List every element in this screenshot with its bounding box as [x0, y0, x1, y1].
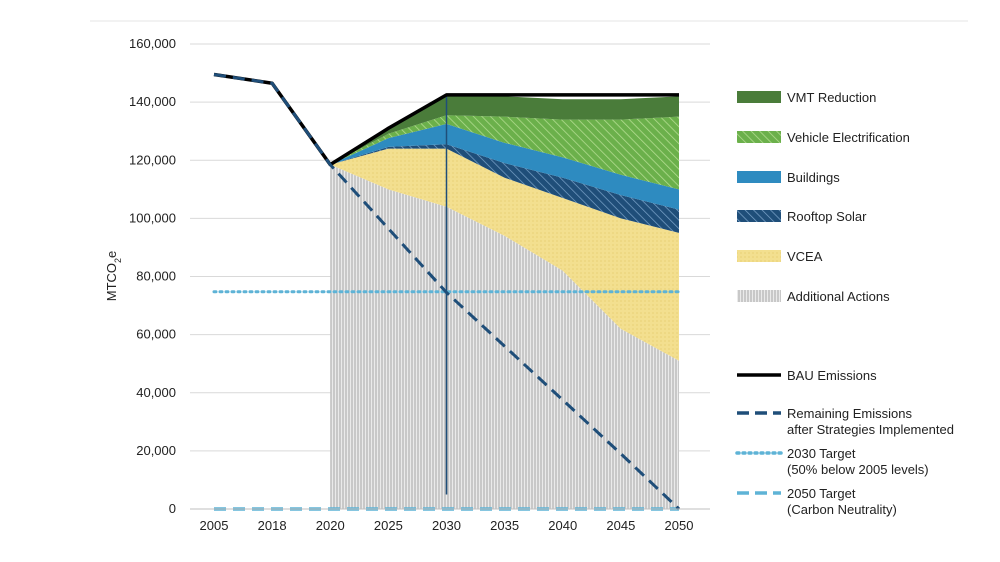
x-tick-label: 2035 — [490, 518, 519, 533]
legend-swatch-vcea — [737, 250, 781, 262]
legend-label-buildings: Buildings — [787, 170, 840, 185]
legend-label-bau-emissions: BAU Emissions — [787, 368, 877, 383]
stacked-areas — [330, 94, 679, 509]
legend-swatch-vehicle-electrification — [737, 131, 781, 143]
legend-label-vehicle-electrification: Vehicle Electrification — [787, 130, 910, 145]
legend-label-additional-actions: Additional Actions — [787, 289, 890, 304]
axes: 0 20,000 40,000 60,000 80,000 100,000 120,000 1… — [129, 36, 710, 533]
y-tick-label: 100,000 — [129, 210, 176, 225]
area-vcea — [330, 148, 679, 361]
line-remaining-emissions-after-strategies-implemented — [213, 73, 681, 511]
line-bau-emissions — [213, 72, 679, 167]
x-tick-label: 2050 — [665, 518, 694, 533]
y-tick-label: 160,000 — [129, 36, 176, 51]
y-tick-label: 20,000 — [136, 443, 176, 458]
legend-label-2030-target-50-below-2005-levels: 2030 Target (50% below 2005 levels) — [787, 446, 929, 477]
y-tick-label: 0 — [169, 501, 176, 516]
legend-label-vcea: VCEA — [787, 249, 823, 264]
y-tick-label: 80,000 — [136, 269, 176, 284]
legend-label-rooftop-solar: Rooftop Solar — [787, 209, 867, 224]
y-tick-label: 140,000 — [129, 94, 176, 109]
legend-swatch-rooftop-solar — [737, 210, 781, 222]
y-tick-label: 60,000 — [136, 327, 176, 342]
x-tick-label: 2030 — [432, 518, 461, 533]
x-tick-label: 2018 — [258, 518, 287, 533]
x-tick-label: 2025 — [374, 518, 403, 533]
legend-label-remaining-emissions-after-strategies-implemented: Remaining Emissions after Strategies Impl… — [787, 406, 954, 437]
area-rooftop-solar — [330, 144, 679, 233]
legend-label-vmt-reduction: VMT Reduction — [787, 90, 876, 105]
legend: VMT Reduction Vehicle Electrification Buil… — [735, 90, 954, 517]
y-tick-label: 40,000 — [136, 385, 176, 400]
area-buildings — [330, 123, 679, 210]
x-tick-label: 2040 — [548, 518, 577, 533]
legend-swatch-vmt-reduction — [737, 91, 781, 103]
x-tick-label: 2045 — [606, 518, 635, 533]
y-axis-label: MTCO2e — [104, 251, 123, 302]
area-vehicle-electrification — [330, 115, 679, 190]
legend-label-2050-target-carbon-neutrality: 2050 Target (Carbon Neutrality) — [787, 486, 897, 517]
area-additional-actions — [330, 164, 679, 509]
x-tick-label: 2005 — [200, 518, 229, 533]
legend-swatch-additional-actions — [737, 290, 781, 302]
x-tick-label: 2020 — [316, 518, 345, 533]
legend-swatch-buildings — [737, 171, 781, 183]
y-tick-label: 120,000 — [129, 152, 176, 167]
